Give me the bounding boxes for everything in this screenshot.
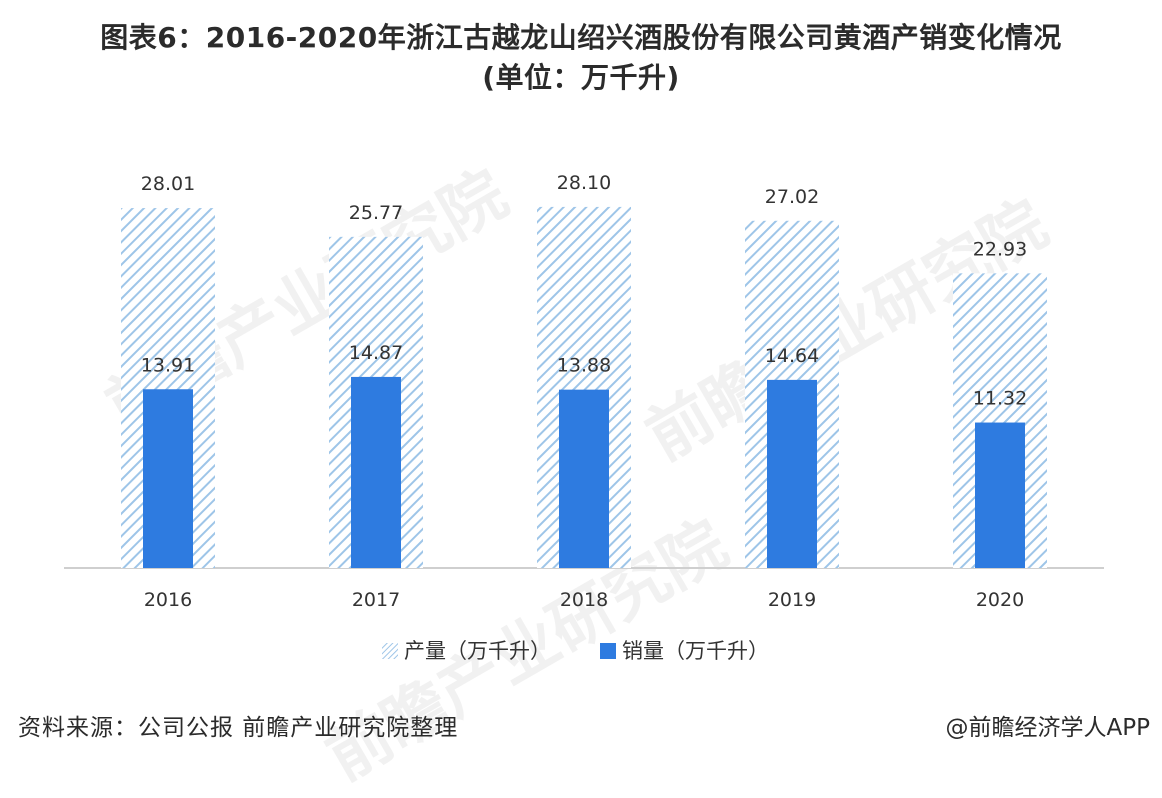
- chart-title-line2: (单位：万千升): [482, 61, 680, 94]
- source-note: 资料来源：公司公报 前瞻产业研究院整理: [18, 715, 459, 741]
- data-label-sales: 14.64: [765, 345, 819, 367]
- bar-chart: 28.01 13.91 2016 25.77 14.87 2017 28.10 13.88 20…: [64, 172, 1104, 663]
- x-tick-label: 2020: [976, 589, 1024, 611]
- data-label-production: 27.02: [765, 186, 819, 208]
- chart-title: 图表6：2016-2020年浙江古越龙山绍兴酒股份有限公司黄酒产销变化情况 (单…: [0, 18, 1162, 98]
- bar-sales: [143, 389, 193, 568]
- chart-legend: 产量（万千升） 销量（万千升）: [382, 639, 769, 663]
- credit-note: @前瞻经济学人APP: [945, 715, 1150, 741]
- x-tick-label: 2016: [144, 589, 192, 611]
- bar-sales: [767, 379, 817, 568]
- legend-swatch-sales: [600, 643, 616, 659]
- x-tick-label: 2019: [768, 589, 816, 611]
- bar-sales: [351, 376, 401, 568]
- data-label-production: 22.93: [973, 238, 1027, 260]
- x-tick-label: 2018: [560, 589, 608, 611]
- bar-sales: [559, 389, 609, 568]
- x-tick-label: 2017: [352, 589, 400, 611]
- data-label-sales: 13.91: [141, 354, 195, 376]
- data-label-production: 28.10: [557, 172, 611, 194]
- data-label-production: 25.77: [349, 202, 403, 224]
- chart-title-line1: 图表6：2016-2020年浙江古越龙山绍兴酒股份有限公司黄酒产销变化情况: [100, 21, 1062, 54]
- plot-area: 28.01 13.91 2016 25.77 14.87 2017 28.10 13.88 20…: [64, 172, 1104, 611]
- data-label-sales: 13.88: [557, 355, 611, 377]
- data-label-sales: 11.32: [973, 388, 1027, 410]
- legend-label-sales: 销量（万千升）: [622, 639, 769, 663]
- data-label-sales: 14.87: [349, 342, 403, 364]
- legend-swatch-production: [382, 643, 398, 659]
- data-label-production: 28.01: [141, 173, 195, 195]
- legend-label-production: 产量（万千升）: [404, 639, 551, 663]
- bar-sales: [975, 422, 1025, 568]
